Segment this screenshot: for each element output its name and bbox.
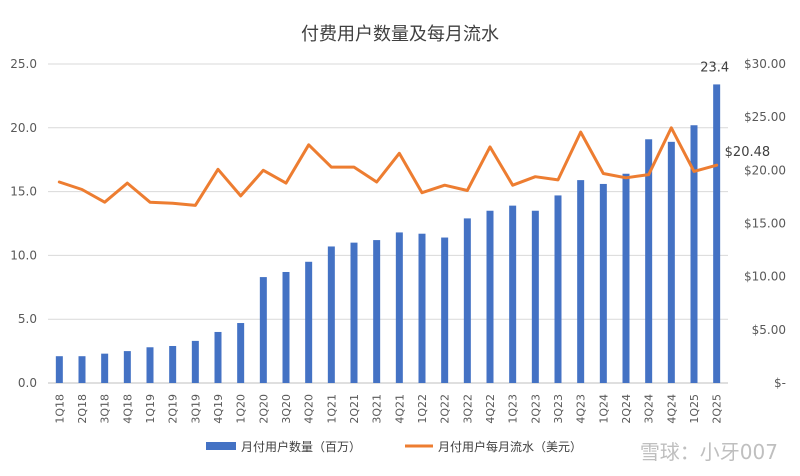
- bar: [101, 353, 109, 383]
- x-tick-label: 4Q23: [575, 394, 588, 424]
- x-tick-label: 4Q22: [484, 394, 497, 424]
- bar: [350, 242, 358, 383]
- x-tick-label: 2Q23: [529, 394, 542, 424]
- bar: [191, 340, 199, 383]
- bar: [305, 261, 313, 383]
- y-left-tick-label: 0.0: [18, 376, 37, 390]
- bar: [577, 180, 585, 383]
- bar: [486, 210, 494, 383]
- y-left-tick-label: 25.0: [10, 57, 37, 71]
- bar: [55, 356, 63, 383]
- bar: [418, 233, 426, 383]
- bar: [237, 323, 245, 383]
- x-tick-label: 3Q19: [189, 394, 202, 424]
- x-tick-label: 2Q21: [348, 394, 361, 424]
- bar: [123, 351, 131, 383]
- bar: [554, 195, 562, 383]
- bar: [395, 232, 403, 383]
- x-tick-label: 1Q25: [688, 394, 701, 424]
- chart-title: 付费用户数量及每月流水: [301, 24, 499, 45]
- data-label-last-line: $20.48: [725, 145, 771, 160]
- gridlines: [48, 63, 728, 384]
- right-axis: $- $5.00 $10.00 $15.00 $20.00 $25.00 $30.00: [744, 57, 786, 390]
- watermark: 雪球：小牙007: [640, 440, 778, 464]
- legend-bar-swatch: [206, 442, 236, 450]
- x-axis: 1Q18 2Q18 3Q18 4Q18 1Q19 2Q19 3Q19 4Q19 1Q20 2Q20…: [53, 394, 723, 424]
- bar-series: [55, 84, 721, 384]
- x-tick-label: 4Q19: [212, 394, 225, 424]
- bar: [667, 141, 675, 383]
- bar: [441, 237, 449, 383]
- bar: [463, 218, 471, 383]
- x-tick-label: 3Q20: [280, 394, 293, 424]
- x-tick-label: 2Q24: [620, 394, 633, 424]
- y-left-tick-label: 10.0: [10, 248, 37, 262]
- data-label-last-bar: 23.4: [700, 60, 729, 75]
- series-line: [57, 126, 719, 207]
- y-right-tick-label: $25.00: [744, 110, 786, 124]
- bar: [259, 277, 267, 383]
- x-tick-label: 2Q19: [167, 394, 180, 424]
- legend-line-label: 月付用户每月流水（美元）: [438, 439, 582, 454]
- bar: [622, 173, 630, 383]
- x-tick-label: 4Q20: [303, 394, 316, 424]
- bar: [690, 125, 698, 384]
- y-left-tick-label: 15.0: [10, 185, 37, 199]
- line-series: [57, 126, 719, 207]
- x-tick-label: 1Q20: [235, 394, 248, 424]
- x-tick-label: 2Q20: [257, 394, 270, 424]
- x-tick-label: 1Q19: [144, 394, 157, 424]
- x-tick-label: 3Q22: [461, 394, 474, 424]
- x-tick-label: 4Q24: [665, 394, 678, 424]
- bar: [373, 240, 381, 383]
- legend-bar-label: 月付用户数量（百万）: [241, 439, 361, 454]
- y-right-tick-label: $5.00: [752, 323, 786, 337]
- y-right-tick-label: $-: [774, 376, 786, 390]
- y-left-tick-label: 5.0: [18, 312, 37, 326]
- y-right-tick-label: $30.00: [744, 57, 786, 71]
- x-tick-label: 1Q18: [53, 394, 66, 424]
- y-right-tick-label: $15.00: [744, 217, 786, 231]
- bar: [713, 84, 721, 383]
- x-tick-label: 4Q18: [121, 394, 134, 424]
- bar: [78, 356, 86, 383]
- x-tick-label: 3Q21: [371, 394, 384, 424]
- bar: [531, 210, 539, 383]
- x-tick-label: 3Q23: [552, 394, 565, 424]
- x-tick-label: 2Q18: [76, 394, 89, 424]
- x-tick-label: 2Q22: [439, 394, 452, 424]
- bar: [327, 246, 335, 383]
- x-tick-label: 1Q21: [325, 394, 338, 424]
- y-right-tick-label: $20.00: [744, 163, 786, 177]
- bar: [282, 271, 290, 383]
- bar: [599, 183, 607, 383]
- x-tick-label: 3Q24: [643, 394, 656, 424]
- x-tick-label: 1Q24: [597, 394, 610, 424]
- x-tick-label: 2Q25: [711, 394, 724, 424]
- bar: [169, 345, 177, 383]
- y-left-tick-label: 20.0: [10, 121, 37, 135]
- legend: 月付用户数量（百万） 月付用户每月流水（美元）: [206, 439, 582, 454]
- bar: [146, 347, 154, 383]
- x-tick-label: 4Q21: [393, 394, 406, 424]
- x-tick-label: 1Q22: [416, 394, 429, 424]
- x-tick-label: 3Q18: [99, 394, 112, 424]
- bar: [645, 139, 653, 383]
- y-right-tick-label: $10.00: [744, 270, 786, 284]
- x-tick-label: 1Q23: [507, 394, 520, 424]
- bar: [214, 331, 222, 383]
- bar: [509, 205, 517, 383]
- left-axis: 0.0 5.0 10.0 15.0 20.0 25.0: [10, 57, 37, 390]
